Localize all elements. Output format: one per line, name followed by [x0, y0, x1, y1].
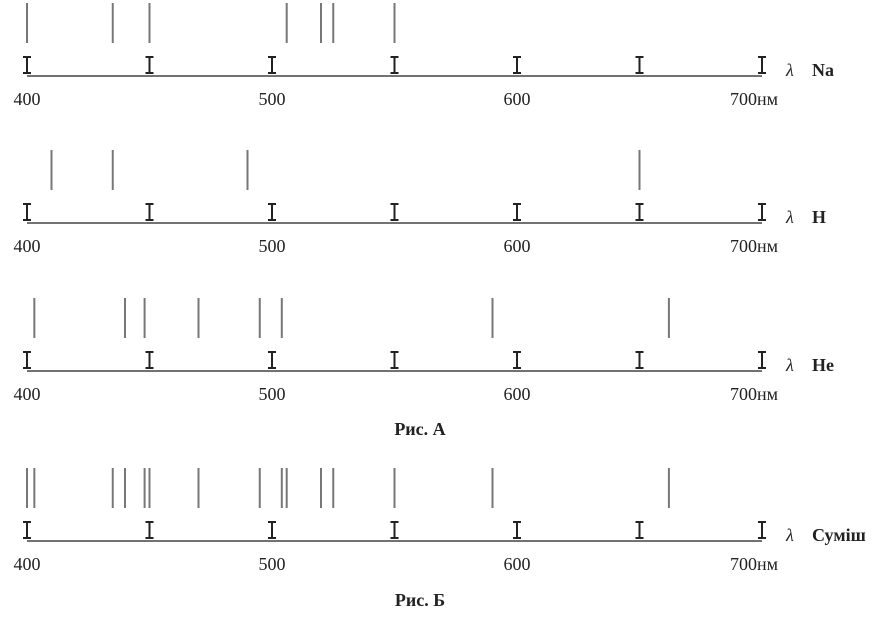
tick-mark	[513, 521, 521, 539]
spectrum-name: Na	[812, 60, 834, 80]
tick-label: 500	[259, 384, 286, 404]
lambda: λ	[785, 207, 794, 227]
tick-mark	[268, 521, 276, 539]
tick-mark	[635, 351, 644, 369]
spectrum-name: Суміш	[812, 525, 866, 545]
tick-label: 400	[14, 236, 41, 256]
tick-label: 700нм	[730, 236, 778, 256]
tick-label: 700нм	[730, 554, 778, 574]
tick-mark	[758, 351, 766, 369]
tick-mark	[23, 521, 31, 539]
tick-mark	[145, 203, 154, 221]
tick-mark	[268, 351, 276, 369]
tick-label: 500	[259, 89, 286, 109]
tick-label: 600	[504, 554, 531, 574]
tick-label: 400	[14, 89, 41, 109]
tick-label: 500	[259, 554, 286, 574]
tick-mark	[635, 203, 644, 221]
tick-mark	[758, 56, 766, 74]
tick-mark	[758, 521, 766, 539]
tick-label: 600	[504, 384, 531, 404]
tick-mark	[145, 56, 154, 74]
caption: Рис. Б	[395, 590, 445, 610]
tick-mark	[23, 351, 31, 369]
caption: Рис. А	[394, 419, 445, 439]
tick-mark	[513, 351, 521, 369]
tick-mark	[390, 351, 399, 369]
tick-label: 500	[259, 236, 286, 256]
tick-mark	[758, 203, 766, 221]
tick-label: 400	[14, 384, 41, 404]
tick-mark	[23, 203, 31, 221]
tick-mark	[23, 56, 31, 74]
tick-mark	[513, 203, 521, 221]
tick-mark	[390, 56, 399, 74]
tick-mark	[145, 521, 154, 539]
tick-mark	[513, 56, 521, 74]
lambda: λ	[785, 355, 794, 375]
lambda: λ	[785, 60, 794, 80]
tick-label: 600	[504, 236, 531, 256]
tick-label: 700нм	[730, 89, 778, 109]
tick-mark	[390, 203, 399, 221]
tick-mark	[145, 351, 154, 369]
tick-label: 400	[14, 554, 41, 574]
tick-mark	[390, 521, 399, 539]
spectrum-name: He	[812, 355, 834, 375]
spectrum-name: H	[812, 207, 826, 227]
tick-mark	[635, 521, 644, 539]
tick-mark	[635, 56, 644, 74]
tick-label: 600	[504, 89, 531, 109]
tick-mark	[268, 56, 276, 74]
tick-label: 700нм	[730, 384, 778, 404]
tick-mark	[268, 203, 276, 221]
lambda: λ	[785, 525, 794, 545]
